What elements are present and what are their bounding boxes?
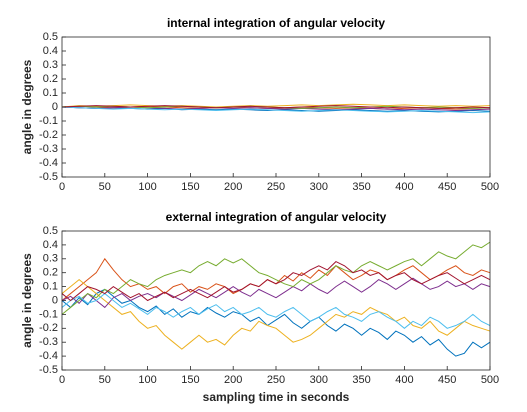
x-tick-label: 50 xyxy=(99,181,111,193)
y-tick-label: 0.2 xyxy=(43,73,58,85)
x-tick-label: 300 xyxy=(310,181,328,193)
y-axis-label: angle in degrees xyxy=(20,253,34,348)
x-tick-label: 400 xyxy=(395,181,413,193)
y-tick-label: 0.5 xyxy=(43,31,58,43)
x-axis-label: sampling time in seconds xyxy=(203,390,350,404)
data-line xyxy=(61,260,491,302)
y-tick-label: -0.5 xyxy=(39,171,58,183)
data-line xyxy=(61,103,491,108)
x-tick-label: 400 xyxy=(395,374,413,386)
y-tick-label: -0.3 xyxy=(39,336,58,348)
y-tick-label: -0.4 xyxy=(39,157,58,169)
data-line xyxy=(61,241,491,315)
x-tick-label: 50 xyxy=(99,374,111,386)
y-tick-label: 0.1 xyxy=(43,281,58,293)
x-tick-label: 100 xyxy=(138,181,156,193)
data-line xyxy=(61,279,491,350)
y-tick-label: 0.4 xyxy=(43,239,58,251)
x-tick-label: 500 xyxy=(481,181,499,193)
data-line xyxy=(61,288,491,357)
x-tick-label: 150 xyxy=(181,181,199,193)
y-tick-label: -0.5 xyxy=(39,364,58,376)
y-tick-label: -0.4 xyxy=(39,350,58,362)
x-tick-label: 350 xyxy=(352,181,370,193)
x-tick-label: 150 xyxy=(181,374,199,386)
y-tick-label: -0.2 xyxy=(39,129,58,141)
x-tick-label: 250 xyxy=(267,181,285,193)
y-tick-label: 0.3 xyxy=(43,253,58,265)
chart-title: internal integration of angular velocity xyxy=(167,16,385,30)
x-tick-label: 200 xyxy=(224,181,242,193)
chart-title: external integration of angular velocity xyxy=(166,210,387,224)
y-tick-label: 0.4 xyxy=(43,45,58,57)
x-tick-label: 300 xyxy=(310,374,328,386)
x-tick-label: 450 xyxy=(438,374,456,386)
x-tick-label: 350 xyxy=(352,374,370,386)
y-axis-label: angle in degrees xyxy=(20,59,34,154)
x-tick-label: 450 xyxy=(438,181,456,193)
y-tick-label: 0 xyxy=(52,294,58,306)
y-tick-label: 0.5 xyxy=(43,225,58,237)
y-tick-label: -0.1 xyxy=(39,308,58,320)
x-tick-label: 500 xyxy=(481,374,499,386)
y-tick-label: -0.2 xyxy=(39,322,58,334)
x-tick-label: 250 xyxy=(267,374,285,386)
y-tick-label: 0.3 xyxy=(43,59,58,71)
data-line xyxy=(61,106,491,114)
x-tick-label: 200 xyxy=(224,374,242,386)
y-tick-label: 0.1 xyxy=(43,87,58,99)
y-tick-label: 0.2 xyxy=(43,267,58,279)
x-tick-label: 0 xyxy=(59,181,65,193)
y-tick-label: 0 xyxy=(52,101,58,113)
x-tick-label: 100 xyxy=(138,374,156,386)
data-line xyxy=(61,105,491,109)
y-tick-label: -0.3 xyxy=(39,143,58,155)
plot-area xyxy=(62,231,490,370)
data-line xyxy=(61,292,491,329)
y-tick-label: -0.1 xyxy=(39,115,58,127)
x-tick-label: 0 xyxy=(59,374,65,386)
